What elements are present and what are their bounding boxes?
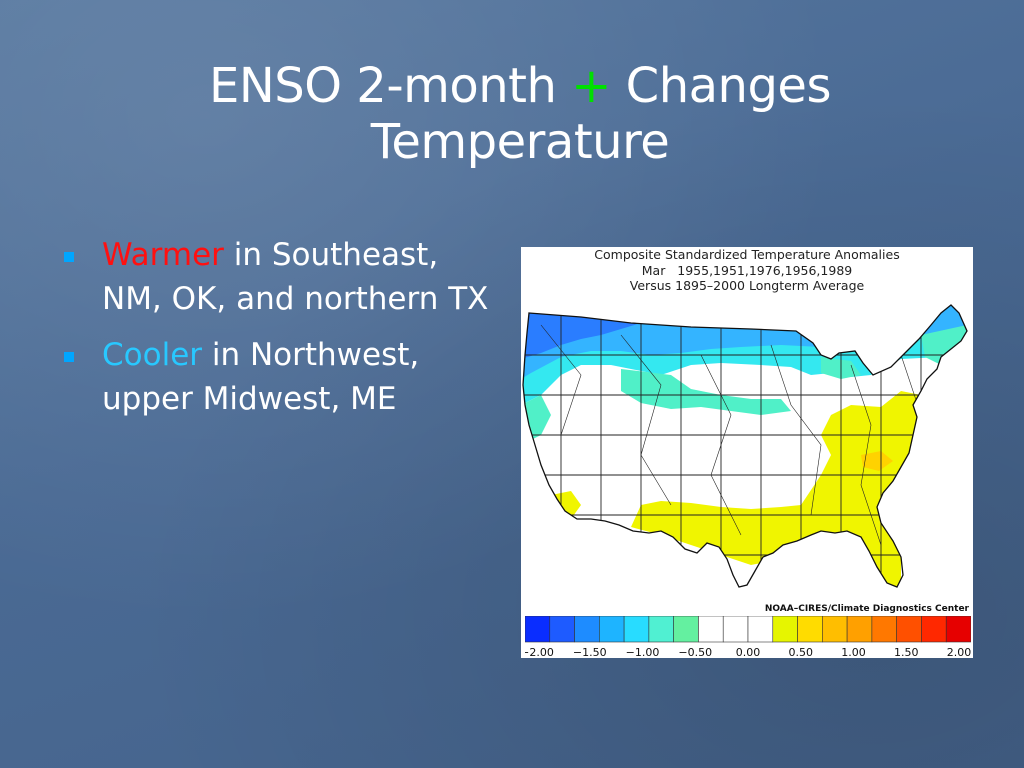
colorbar-swatch <box>945 616 971 643</box>
colorbar-swatch <box>747 616 774 643</box>
colorbar-swatch <box>896 616 922 643</box>
colorbar-legend: −2.00 −1.50 −1.00 −0.50 0.00 0.50 1.00 1.50 2.00 <box>525 616 971 658</box>
title-line-2: Temperature <box>370 114 670 170</box>
square-bullet-icon <box>64 352 74 362</box>
keyword-warmer: Warmer <box>102 237 224 273</box>
colorbar-swatch <box>525 616 551 643</box>
us-temperature-anomaly-map <box>522 304 968 588</box>
colorbar-tick-label: 0.00 <box>736 646 761 658</box>
colorbar-swatch <box>648 616 674 643</box>
anomaly-map-figure: Composite Standardized Temperature Anoma… <box>521 247 973 658</box>
bullet-cooler-text: in Northwest, upper Midwest, ME <box>102 337 420 417</box>
colorbar-swatch <box>574 616 600 643</box>
figure-credit: NOAA–CIRES/Climate Diagnostics Center <box>764 604 969 614</box>
colorbar-tick-label: −0.50 <box>678 646 712 658</box>
colorbar-swatch <box>846 616 873 643</box>
figure-title-line-3: Versus 1895–2000 Longterm Average <box>629 278 865 293</box>
colorbar-swatch <box>599 616 625 643</box>
figure-title: Composite Standardized Temperature Anoma… <box>521 247 973 297</box>
square-bullet-icon <box>64 252 74 262</box>
colorbar-swatch <box>673 616 699 643</box>
colorbar-swatch <box>921 616 947 643</box>
colorbar-swatch <box>722 616 749 643</box>
colorbar-tick-label: 1.00 <box>841 646 866 658</box>
us-outline <box>522 304 968 588</box>
colorbar-tick-label: −2.00 <box>525 646 554 658</box>
colorbar-tick-label: 2.00 <box>947 646 971 658</box>
colorbar-tick-label: 1.50 <box>894 646 919 658</box>
colorbar-tick-label: −1.00 <box>626 646 660 658</box>
colorbar-tick-label: −1.50 <box>573 646 607 658</box>
colorbar-swatch <box>698 616 724 643</box>
figure-title-line-1: Composite Standardized Temperature Anoma… <box>594 247 900 262</box>
colorbar-tick-label: 0.50 <box>789 646 814 658</box>
colorbar-swatch <box>549 616 575 643</box>
figure-title-line-2: Mar 1955,1951,1976,1956,1989 <box>641 262 853 278</box>
bullet-warmer: Warmer in Southeast, NM, OK, and norther… <box>62 233 502 321</box>
colorbar-swatch <box>623 616 650 643</box>
title-plus: + <box>571 58 611 114</box>
colorbar-swatch <box>871 616 897 643</box>
bullet-list: Warmer in Southeast, NM, OK, and norther… <box>62 233 502 433</box>
bullet-cooler: Cooler in Northwest, upper Midwest, ME <box>62 333 502 421</box>
colorbar-swatch <box>797 616 823 643</box>
colorbar-swatch <box>822 616 848 643</box>
bullet-warmer-text: in Southeast, NM, OK, and northern TX <box>102 237 489 317</box>
colorbar-swatch <box>772 616 798 643</box>
keyword-cooler: Cooler <box>102 337 203 373</box>
slide-title: ENSO 2-month + Changes Temperature <box>120 58 920 170</box>
title-text-a: ENSO 2-month <box>209 58 557 114</box>
title-line-1: ENSO 2-month + Changes <box>120 58 920 114</box>
title-text-b: Changes <box>625 58 832 114</box>
